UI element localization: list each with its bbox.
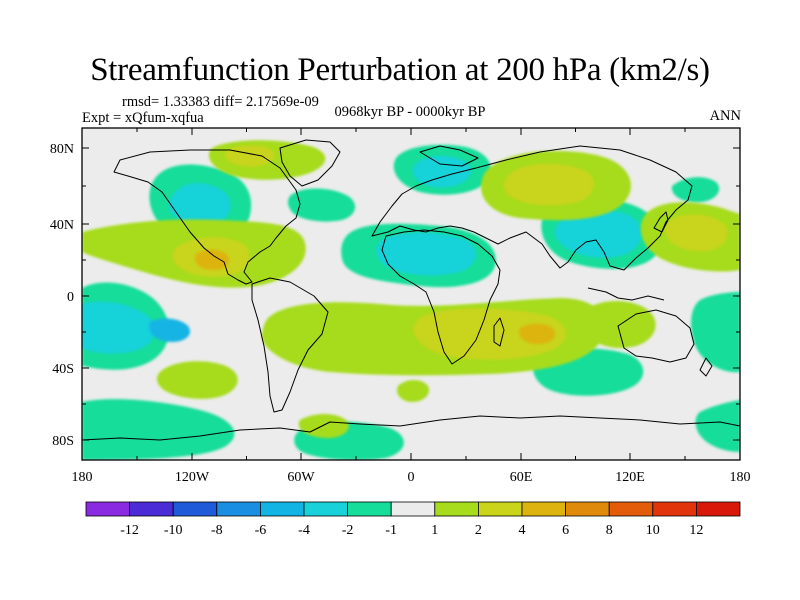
positive-anomaly-regions: [82, 140, 740, 438]
colorbar-box: [521, 501, 566, 517]
lon-label-180e: 180: [730, 470, 751, 485]
colorbar-boxes: [85, 501, 741, 517]
longitude-labels: 180 120W 60W 0 60E 120E 180: [72, 470, 751, 485]
season-label: ANN: [709, 108, 741, 124]
colorbar-box: [390, 501, 436, 517]
lat-label-80s: 80S: [52, 434, 74, 449]
colorbar-box: [347, 501, 392, 517]
pos-strong-central-america: [195, 249, 230, 270]
colorbar-label: -1: [385, 523, 397, 538]
latitude-labels: 80N 40N 0 40S 80S: [50, 142, 74, 449]
neg-mid-south-pacific: [82, 301, 156, 354]
lat-label-0: 0: [67, 290, 74, 305]
colorbar-label: -4: [298, 523, 310, 538]
coast-antarctica: [82, 415, 740, 441]
lon-label-180w: 180: [72, 470, 93, 485]
colorbar-label: 4: [519, 523, 526, 538]
coast-madagascar: [493, 317, 505, 347]
colorbar-label: 1: [431, 523, 438, 538]
pos-mid-west-pacific: [665, 214, 728, 252]
neg-strong-south-pacific: [149, 318, 191, 342]
pos-region-south-atlantic-small: [396, 380, 430, 402]
colorbar: -12 -10 -8 -6 -4 -2 -1 1 2 4 6 8 10 12: [85, 501, 741, 538]
neg-region-far-east-pacific: [691, 292, 740, 373]
lat-label-40n: 40N: [50, 218, 74, 233]
lon-label-0: 0: [408, 470, 415, 485]
colorbar-label: -8: [211, 523, 223, 538]
lat-label-40s: 40S: [52, 362, 74, 377]
colorbar-box: [129, 501, 174, 517]
colorbar-label: 2: [475, 523, 482, 538]
pos-region-south-indian-central: [581, 301, 656, 349]
coast-north-america: [113, 149, 301, 285]
colorbar-box: [696, 501, 741, 517]
pos-region-south-pacific-central: [156, 361, 238, 399]
coastlines: [82, 139, 740, 441]
colorbar-label: 6: [562, 523, 569, 538]
experiment-label: Expt = xQfum-xqfua: [82, 110, 204, 126]
coast-africa: [381, 229, 501, 365]
lon-label-120e: 120E: [615, 470, 645, 485]
neg-region-pole-east: [671, 177, 720, 203]
colorbar-box: [172, 501, 218, 517]
colorbar-box: [608, 501, 654, 517]
lon-label-60e: 60E: [510, 470, 533, 485]
coast-indonesia: [587, 287, 665, 301]
colorbar-label: -6: [255, 523, 267, 538]
colorbar-labels: -12 -10 -8 -6 -4 -2 -1 1 2 4 6 8 10 12: [120, 523, 703, 538]
colorbar-box: [434, 501, 479, 517]
coast-south-america: [251, 277, 329, 413]
colorbar-box: [477, 501, 523, 517]
coast-greenland: [279, 139, 341, 187]
neg-region-antarctic-east: [695, 400, 740, 452]
colorbar-label: -2: [342, 523, 354, 538]
neg-mid-atlantic-africa: [376, 232, 477, 276]
colorbar-box: [565, 501, 610, 517]
colorbar-label: 8: [606, 523, 613, 538]
pos-strong-south-indian: [519, 323, 556, 344]
colorbar-box: [259, 501, 305, 517]
lon-label-60w: 60W: [287, 470, 315, 485]
pos-mid-greenland: [224, 145, 275, 167]
colorbar-label: -12: [120, 523, 139, 538]
coast-new-zealand: [699, 357, 713, 377]
coast-europe-asia: [371, 145, 693, 271]
time-period-label: 0968kyr BP - 0000kyr BP: [334, 104, 486, 120]
coast-japan: [653, 211, 669, 233]
lat-label-80n: 80N: [50, 142, 74, 157]
lon-label-120w: 120W: [175, 470, 210, 485]
pos-mid-southern-africa: [413, 308, 566, 360]
colorbar-label: 10: [646, 523, 660, 538]
neg-region-subarctic-pacific: [287, 188, 356, 222]
colorbar-box: [85, 501, 130, 517]
axis-ticks: [81, 128, 741, 460]
rmsd-diff-stats: rmsd= 1.33383 diff= 2.17569e-09: [122, 94, 319, 110]
neg-mid-north-atlantic: [412, 156, 471, 188]
coast-australia: [617, 309, 695, 363]
chart-title: Streamfunction Perturbation at 200 hPa (…: [90, 52, 710, 88]
coast-arctic-islands: [419, 145, 479, 167]
colorbar-label: 12: [689, 523, 703, 538]
colorbar-box: [303, 501, 348, 517]
contour-fill-layer: [82, 139, 740, 460]
colorbar-box: [652, 501, 697, 517]
neg-region-south-pacific-east: [82, 399, 235, 460]
pos-region-antarctic-peninsula: [298, 414, 349, 438]
neg-mid-north-pacific: [168, 183, 231, 227]
pos-mid-eurasia: [503, 163, 595, 206]
neg-mid-asia: [554, 209, 642, 258]
colorbar-box: [216, 501, 261, 517]
colorbar-label: -10: [164, 523, 183, 538]
